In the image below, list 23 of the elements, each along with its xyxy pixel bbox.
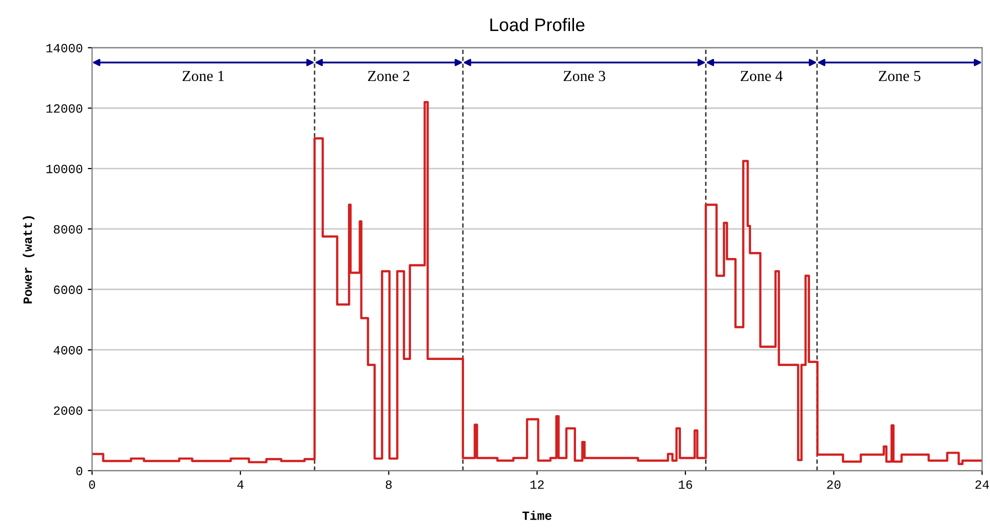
y-tick-label: 14000 [46, 44, 82, 52]
chart-title: Load Profile [490, 18, 584, 32]
x-axis-title: Time [522, 510, 552, 520]
annotation: Zone 2 [368, 70, 410, 82]
y-tick-label: 8000 [54, 225, 82, 234]
x-tick-label: 8 [386, 480, 392, 489]
y-tick-label: 4000 [54, 346, 82, 354]
x-tick-label: 16 [678, 480, 692, 489]
annotation: Zone 5 [878, 70, 920, 82]
x-tick-label: 0 [89, 480, 96, 489]
y-tick-label: 10000 [46, 164, 82, 174]
y-tick-label: 2000 [54, 406, 82, 415]
annotation: Zone 1 [182, 70, 224, 82]
y-axis-title: Power (watt) [22, 216, 34, 304]
x-tick-label: 12 [530, 480, 544, 489]
y-tick-label: 12000 [46, 104, 82, 113]
annotation: Zone 3 [564, 70, 606, 82]
x-tick-label: 20 [827, 480, 840, 489]
annotation: Zone 4 [740, 70, 783, 82]
y-tick-label: 0 [76, 466, 82, 476]
x-tick-label: 24 [975, 480, 989, 489]
x-tick-label: 4 [237, 480, 244, 489]
y-tick-label: 6000 [54, 286, 82, 294]
